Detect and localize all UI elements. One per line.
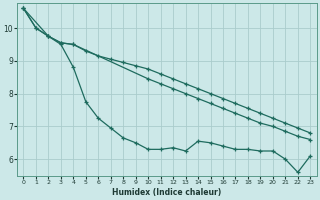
X-axis label: Humidex (Indice chaleur): Humidex (Indice chaleur): [112, 188, 221, 197]
